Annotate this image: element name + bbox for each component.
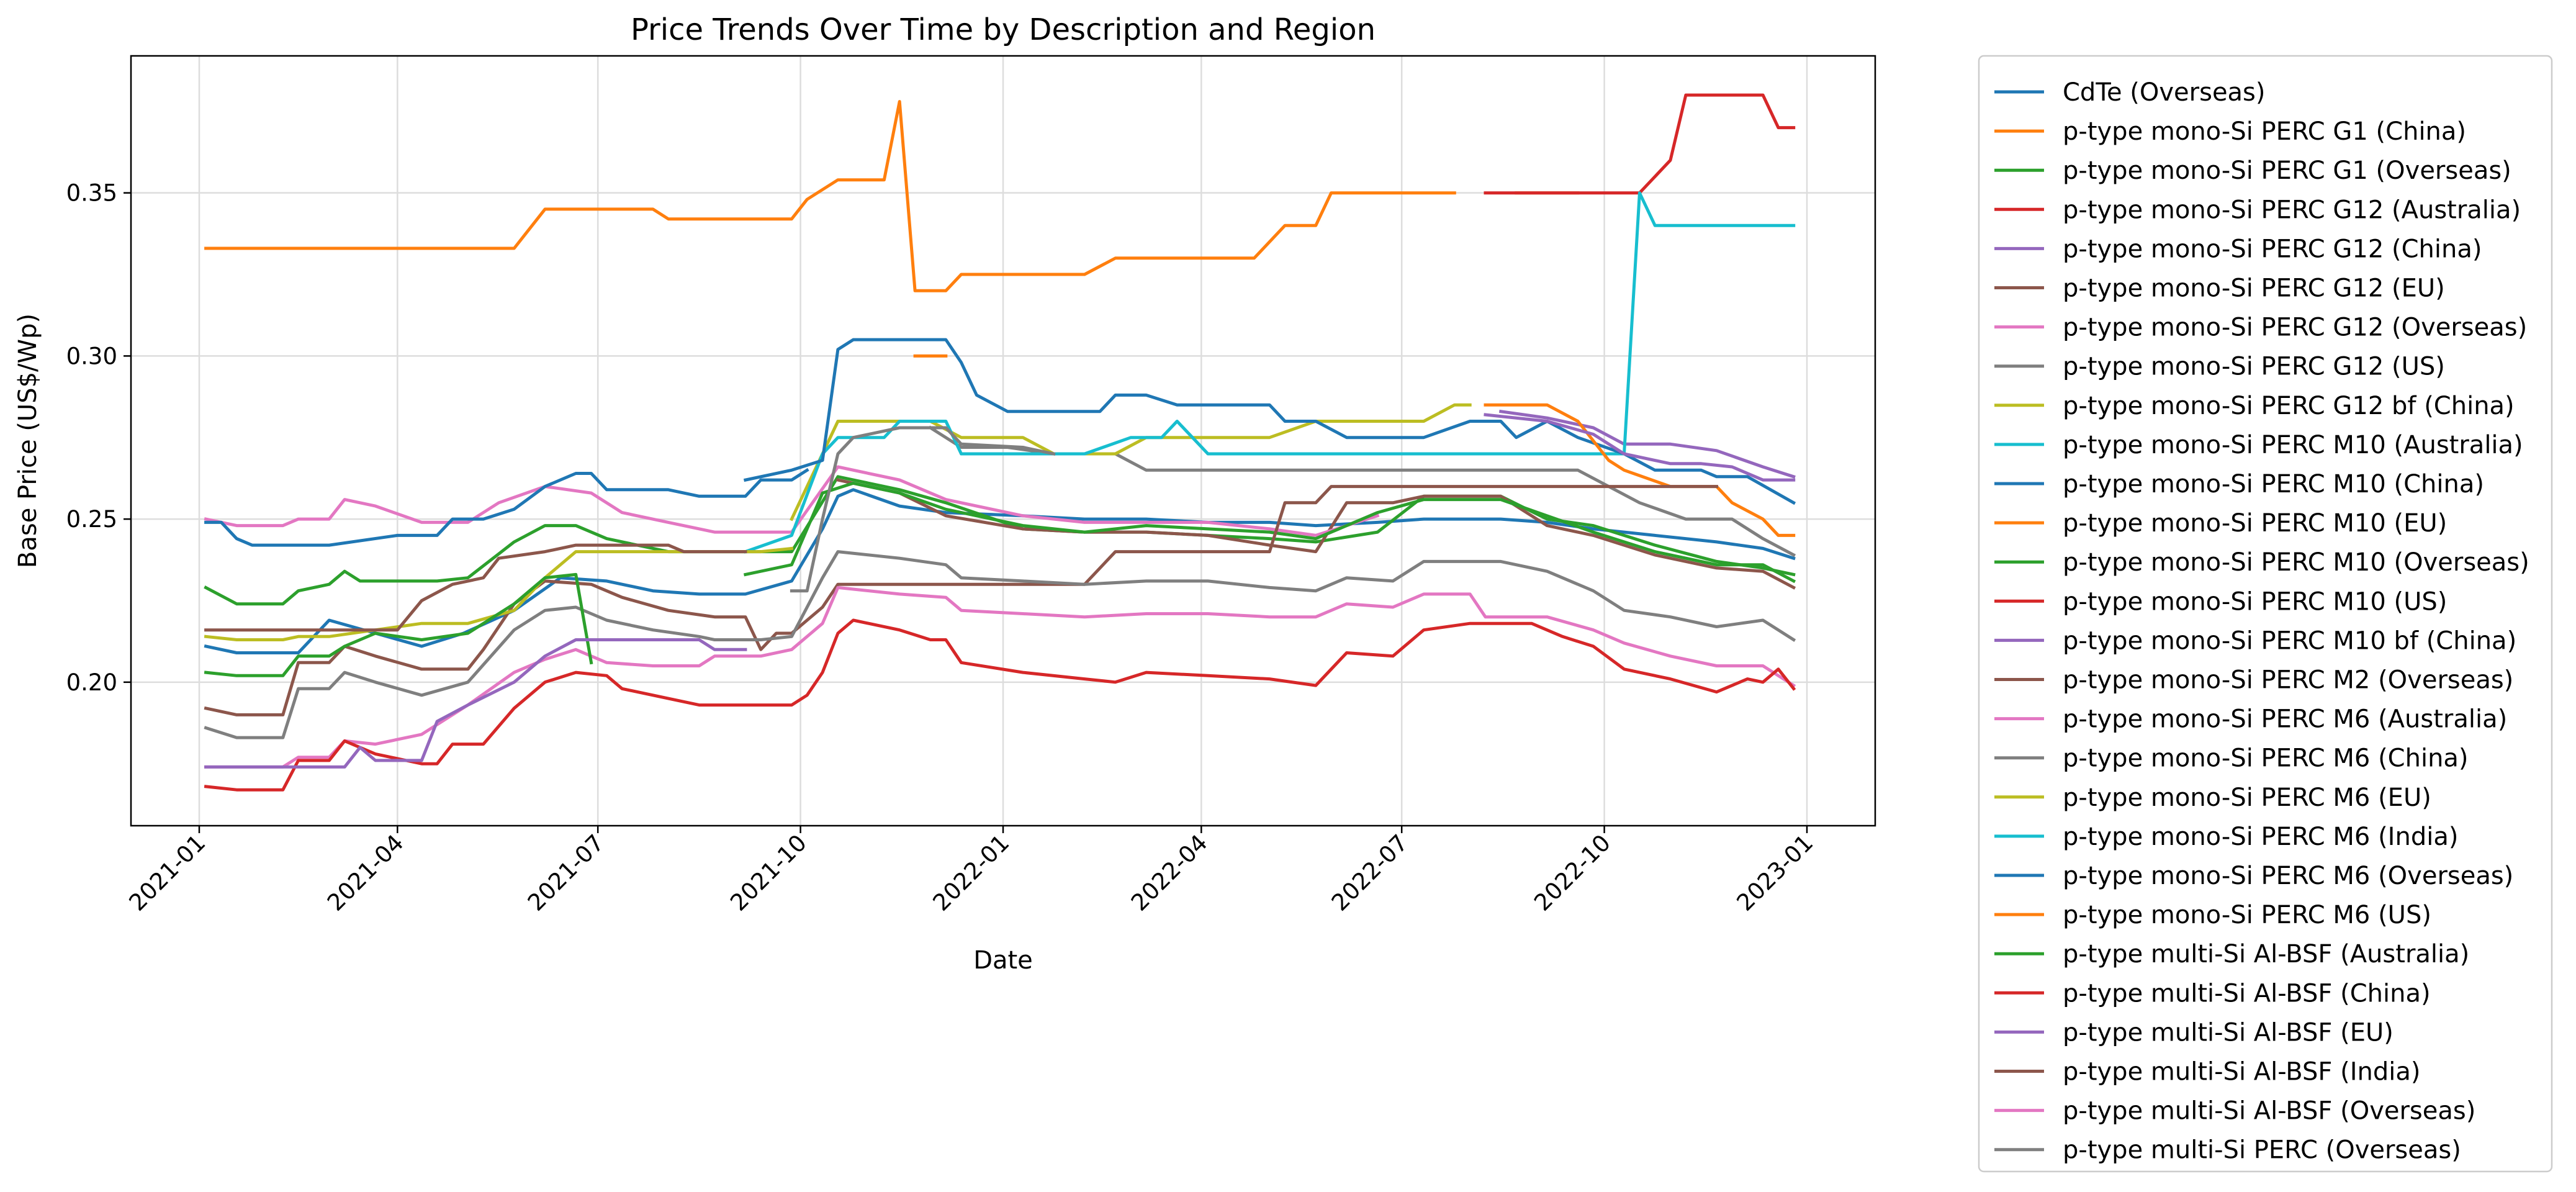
legend-label: p-type mono-Si PERC G12 bf (China) xyxy=(2063,392,2515,420)
legend-label: p-type mono-Si PERC M6 (India) xyxy=(2063,823,2458,851)
legend-label: p-type multi-Si PERC (Overseas) xyxy=(2063,1136,2461,1165)
legend-item: p-type multi-Si PERC (Overseas) xyxy=(1994,1136,2461,1165)
series-line-p-type-mono-si-perc-g12-overseas xyxy=(204,465,1380,537)
legend-item: p-type mono-Si PERC M6 (Overseas) xyxy=(1994,862,2513,890)
legend-item: CdTe (Overseas) xyxy=(1994,78,2266,107)
legend-item: p-type mono-Si PERC M6 (Australia) xyxy=(1994,705,2507,734)
legend-label: p-type mono-Si PERC G1 (China) xyxy=(2063,117,2466,146)
series-line-p-type-mono-si-perc-g12-australia xyxy=(1484,93,1796,195)
series-layer xyxy=(204,93,1796,792)
series-line-p-type-multi-si-al-bsf-eu xyxy=(204,638,747,769)
legend-label: p-type multi-Si Al-BSF (Overseas) xyxy=(2063,1097,2475,1126)
y-tick-label: 0.35 xyxy=(66,180,117,207)
series-line-p-type-mono-si-perc-m10-australia xyxy=(743,191,1796,554)
series-line-p-type-mono-si-perc-m6-australia xyxy=(204,585,1796,769)
legend-item: p-type mono-Si PERC G12 (Australia) xyxy=(1994,196,2521,224)
legend-item: p-type mono-Si PERC M2 (Overseas) xyxy=(1994,666,2513,695)
legend-item: p-type mono-Si PERC M10 (China) xyxy=(1994,470,2484,499)
legend-item: p-type mono-Si PERC M10 bf (China) xyxy=(1994,626,2516,655)
series-line-p-type-mono-si-perc-m10-overseas xyxy=(743,481,1796,584)
grid-lines xyxy=(131,56,1875,826)
legend-item: p-type mono-Si PERC G1 (China) xyxy=(1994,117,2466,146)
legend-label: p-type mono-Si PERC M10 (EU) xyxy=(2063,509,2447,538)
legend-item: p-type mono-Si PERC M6 (US) xyxy=(1994,901,2431,929)
chart-title: Price Trends Over Time by Description an… xyxy=(631,12,1376,47)
legend-label: p-type mono-Si PERC G12 (Overseas) xyxy=(2063,314,2527,342)
legend-label: p-type multi-Si Al-BSF (Australia) xyxy=(2063,940,2469,968)
legend-item: p-type mono-Si PERC M10 (Overseas) xyxy=(1994,548,2529,577)
series-line-p-type-mono-si-perc-m6-china xyxy=(204,550,1796,739)
y-tick-label: 0.30 xyxy=(66,343,117,369)
series-line-p-type-multi-si-al-bsf-china xyxy=(204,618,1796,792)
legend-item: p-type multi-Si Al-BSF (EU) xyxy=(1994,1018,2394,1047)
legend-box xyxy=(1978,55,2553,1173)
legend-item: p-type mono-Si PERC G12 (US) xyxy=(1994,353,2445,381)
y-axis: 0.20 0.25 0.30 0.35 xyxy=(66,180,131,696)
legend-label: p-type multi-Si Al-BSF (India) xyxy=(2063,1058,2420,1086)
legend-label: p-type mono-Si PERC G12 (EU) xyxy=(2063,274,2445,303)
series-line-p-type-multi-si-al-bsf-australia xyxy=(204,572,593,677)
legend-item: p-type mono-Si PERC G12 (Overseas) xyxy=(1994,314,2527,342)
legend-label: p-type multi-Si Al-BSF (China) xyxy=(2063,979,2431,1008)
legend-item: p-type multi-Si Al-BSF (Australia) xyxy=(1994,940,2469,968)
series-line-p-type-multi-si-al-bsf-india xyxy=(204,543,747,632)
legend-label: p-type mono-Si PERC G12 (US) xyxy=(2063,353,2445,381)
legend-item: p-type mono-Si PERC M10 (EU) xyxy=(1994,509,2447,538)
legend-label: p-type mono-Si PERC M6 (China) xyxy=(2063,744,2469,773)
legend-label: p-type mono-Si PERC M10 (US) xyxy=(2063,587,2447,616)
legend-label: p-type mono-Si PERC G12 (Australia) xyxy=(2063,196,2521,224)
series-line-p-type-mono-si-perc-m10-china xyxy=(743,338,1796,505)
legend-item: p-type multi-Si Al-BSF (India) xyxy=(1994,1058,2420,1086)
legend-label: p-type mono-Si PERC M10 (China) xyxy=(2063,470,2484,499)
legend-item: p-type multi-Si Al-BSF (Overseas) xyxy=(1994,1097,2475,1126)
legend-item: p-type multi-Si Al-BSF (China) xyxy=(1994,979,2431,1008)
legend-item: p-type mono-Si PERC G12 (China) xyxy=(1994,235,2482,263)
series-line-p-type-mono-si-perc-g12-eu xyxy=(835,478,1796,590)
legend-label: p-type mono-Si PERC M2 (Overseas) xyxy=(2063,666,2513,695)
legend-item: p-type mono-Si PERC M6 (EU) xyxy=(1994,783,2431,812)
series-line-p-type-mono-si-perc-m2-overseas xyxy=(204,485,1718,716)
legend-label: p-type mono-Si PERC G12 (China) xyxy=(2063,235,2482,263)
y-tick-label: 0.20 xyxy=(66,669,117,696)
legend-label: p-type mono-Si PERC G1 (Overseas) xyxy=(2063,156,2511,185)
y-axis-label: Base Price (US$/Wp) xyxy=(14,314,42,568)
legend-item: p-type mono-Si PERC M10 (US) xyxy=(1994,587,2447,616)
legend-item: p-type mono-Si PERC M6 (India) xyxy=(1994,823,2458,851)
series-line-p-type-multi-si-perc-overseas xyxy=(790,426,1056,593)
legend-label: CdTe (Overseas) xyxy=(2063,78,2266,107)
x-axis-label: Date xyxy=(973,946,1033,975)
legend-label: p-type mono-Si PERC M10 bf (China) xyxy=(2063,626,2516,655)
legend-item: p-type mono-Si PERC G1 (Overseas) xyxy=(1994,156,2511,185)
legend-label: p-type mono-Si PERC M10 (Overseas) xyxy=(2063,548,2529,577)
y-tick-label: 0.25 xyxy=(66,506,117,533)
legend-item: p-type mono-Si PERC M10 (Australia) xyxy=(1994,431,2523,459)
series-line-p-type-mono-si-perc-m10-bf-china xyxy=(1484,413,1796,482)
legend-item: p-type mono-Si PERC G12 (EU) xyxy=(1994,274,2445,303)
series-line-p-type-mono-si-perc-g12-bf-china xyxy=(790,403,1472,522)
legend-label: p-type mono-Si PERC M6 (Australia) xyxy=(2063,705,2507,734)
legend-label: p-type mono-Si PERC M6 (US) xyxy=(2063,901,2431,929)
series-line-p-type-mono-si-perc-g12-china xyxy=(1498,409,1796,479)
legend-label: p-type mono-Si PERC M10 (Australia) xyxy=(2063,431,2523,459)
legend: CdTe (Overseas) p-type mono-Si PERC G1 (C… xyxy=(1978,55,2553,1173)
legend-label: p-type mono-Si PERC M6 (EU) xyxy=(2063,783,2431,812)
series-line-p-type-mono-si-perc-m6-overseas xyxy=(204,467,809,547)
legend-item: p-type mono-Si PERC G12 bf (China) xyxy=(1994,392,2515,420)
legend-label: p-type multi-Si Al-BSF (EU) xyxy=(2063,1018,2394,1047)
legend-item: p-type mono-Si PERC M6 (China) xyxy=(1994,744,2469,773)
legend-label: p-type mono-Si PERC M6 (Overseas) xyxy=(2063,862,2513,890)
